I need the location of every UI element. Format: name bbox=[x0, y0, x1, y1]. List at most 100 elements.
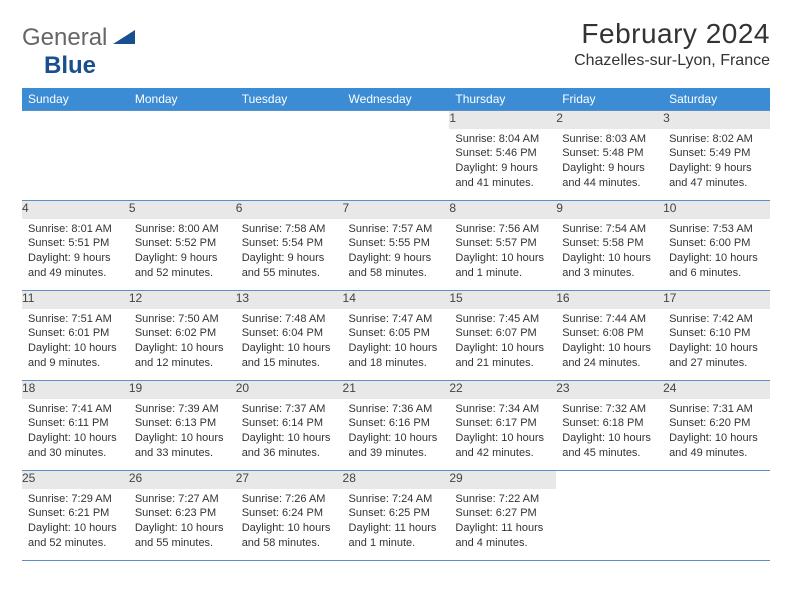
daylight-label: Daylight: bbox=[349, 432, 395, 444]
daynum-28: 28 bbox=[343, 471, 450, 489]
daynum-6: 6 bbox=[236, 201, 343, 219]
sunrise-label: Sunrise: bbox=[242, 223, 285, 235]
sunset-value: 5:57 PM bbox=[496, 237, 537, 249]
daylight-label: Daylight: bbox=[28, 522, 74, 534]
sunrise-value: 7:47 AM bbox=[392, 313, 432, 325]
sunset-value: 5:49 PM bbox=[709, 147, 750, 159]
day-24-details: Sunrise: 7:31 AMSunset: 6:20 PMDaylight:… bbox=[663, 399, 770, 467]
logo-triangle-icon bbox=[113, 28, 135, 49]
day-cell-23: Sunrise: 7:32 AMSunset: 6:18 PMDaylight:… bbox=[556, 399, 663, 471]
daynum-14: 14 bbox=[343, 291, 450, 309]
sunrise-label: Sunrise: bbox=[28, 493, 71, 505]
sunset-label: Sunset: bbox=[562, 327, 602, 339]
day-cell-25: Sunrise: 7:29 AMSunset: 6:21 PM Daylight:… bbox=[22, 489, 129, 561]
daynum-20: 20 bbox=[236, 381, 343, 399]
sunset-value: 5:54 PM bbox=[282, 237, 323, 249]
daynum-3: 3 bbox=[663, 111, 770, 129]
sunrise-label: Sunrise: bbox=[455, 403, 498, 415]
sunrise-value: 7:56 AM bbox=[499, 223, 539, 235]
day-20-details: Sunrise: 7:37 AMSunset: 6:14 PMDaylight:… bbox=[236, 399, 343, 467]
daynum-empty bbox=[22, 111, 129, 129]
logo: General bbox=[22, 18, 137, 52]
sunset-value: 6:14 PM bbox=[282, 417, 323, 429]
sunset-value: 6:04 PM bbox=[282, 327, 323, 339]
daylight-label: Daylight: bbox=[349, 252, 395, 264]
daylight-label: Daylight: bbox=[455, 342, 501, 354]
day-cell-27: Sunrise: 7:26 AMSunset: 6:24 PMDaylight:… bbox=[236, 489, 343, 561]
day-6-details: Sunrise: 7:58 AMSunset: 5:54 PMDaylight:… bbox=[236, 219, 343, 287]
sunset-value: 6:21 PM bbox=[68, 507, 109, 519]
daynum-empty bbox=[343, 111, 450, 129]
sunset-label: Sunset: bbox=[135, 417, 175, 429]
sunrise-label: Sunrise: bbox=[242, 403, 285, 415]
sunrise-value: 8:03 AM bbox=[606, 133, 646, 145]
calendar-table: SundayMondayTuesdayWednesdayThursdayFrid… bbox=[22, 88, 770, 561]
week-2-body-row: Sunrise: 8:01 AMSunset: 5:51 PMDaylight:… bbox=[22, 219, 770, 291]
week-4-daynum-row: 18192021222324 bbox=[22, 381, 770, 399]
daynum-7: 7 bbox=[343, 201, 450, 219]
sunrise-label: Sunrise: bbox=[349, 313, 392, 325]
sunrise-label: Sunrise: bbox=[135, 223, 178, 235]
logo-text-blue: Blue bbox=[44, 52, 96, 79]
sunrise-value: 7:27 AM bbox=[178, 493, 218, 505]
daynum-1: 1 bbox=[449, 111, 556, 129]
sunset-label: Sunset: bbox=[455, 237, 495, 249]
day-13-details: Sunrise: 7:48 AMSunset: 6:04 PMDaylight:… bbox=[236, 309, 343, 377]
day-cell-7: Sunrise: 7:57 AMSunset: 5:55 PMDaylight:… bbox=[343, 219, 450, 291]
week-1-body-row: Sunrise: 8:04 AMSunset: 5:46 PMDaylight:… bbox=[22, 129, 770, 201]
logo-text-general: General bbox=[22, 24, 107, 52]
sunset-label: Sunset: bbox=[562, 147, 602, 159]
sunset-label: Sunset: bbox=[135, 507, 175, 519]
sunset-label: Sunset: bbox=[242, 237, 282, 249]
day-22-details: Sunrise: 7:34 AMSunset: 6:17 PMDaylight:… bbox=[449, 399, 556, 467]
sunrise-value: 7:41 AM bbox=[71, 403, 111, 415]
day-cell-24: Sunrise: 7:31 AMSunset: 6:20 PMDaylight:… bbox=[663, 399, 770, 471]
sunrise-label: Sunrise: bbox=[242, 493, 285, 505]
sunset-value: 6:13 PM bbox=[175, 417, 216, 429]
sunset-label: Sunset: bbox=[28, 507, 68, 519]
day-cell-empty bbox=[663, 489, 770, 561]
sunset-label: Sunset: bbox=[669, 237, 709, 249]
sunrise-label: Sunrise: bbox=[562, 133, 605, 145]
daynum-16: 16 bbox=[556, 291, 663, 309]
sunrise-label: Sunrise: bbox=[562, 223, 605, 235]
day-11-details: Sunrise: 7:51 AMSunset: 6:01 PMDaylight:… bbox=[22, 309, 129, 377]
week-4-body-row: Sunrise: 7:41 AMSunset: 6:11 PMDaylight:… bbox=[22, 399, 770, 471]
sunrise-value: 8:04 AM bbox=[499, 133, 539, 145]
daylight-label: Daylight: bbox=[669, 342, 715, 354]
weekday-saturday: Saturday bbox=[663, 88, 770, 111]
sunrise-label: Sunrise: bbox=[455, 133, 498, 145]
day-cell-12: Sunrise: 7:50 AMSunset: 6:02 PMDaylight:… bbox=[129, 309, 236, 381]
daylight-label: Daylight: bbox=[28, 252, 74, 264]
sunrise-value: 7:57 AM bbox=[392, 223, 432, 235]
day-16-details: Sunrise: 7:44 AMSunset: 6:08 PMDaylight:… bbox=[556, 309, 663, 377]
sunset-value: 6:18 PM bbox=[603, 417, 644, 429]
sunset-value: 6:10 PM bbox=[709, 327, 750, 339]
daynum-26: 26 bbox=[129, 471, 236, 489]
daylight-label: Daylight: bbox=[669, 432, 715, 444]
sunrise-value: 7:48 AM bbox=[285, 313, 325, 325]
daylight-label: Daylight: bbox=[455, 522, 501, 534]
sunrise-value: 7:29 AM bbox=[71, 493, 111, 505]
day-1-details: Sunrise: 8:04 AMSunset: 5:46 PMDaylight:… bbox=[449, 129, 556, 197]
sunset-value: 6:23 PM bbox=[175, 507, 216, 519]
week-5-daynum-row: 2526272829 bbox=[22, 471, 770, 489]
daylight-label: Daylight: bbox=[135, 252, 181, 264]
sunrise-value: 7:51 AM bbox=[71, 313, 111, 325]
daylight-label: Daylight: bbox=[562, 162, 608, 174]
daylight-label: Daylight: bbox=[28, 342, 74, 354]
sunrise-value: 7:42 AM bbox=[712, 313, 752, 325]
sunset-value: 6:02 PM bbox=[175, 327, 216, 339]
sunrise-value: 7:58 AM bbox=[285, 223, 325, 235]
daynum-11: 11 bbox=[22, 291, 129, 309]
sunrise-value: 8:02 AM bbox=[712, 133, 752, 145]
sunrise-value: 7:26 AM bbox=[285, 493, 325, 505]
day-cell-28: Sunrise: 7:24 AMSunset: 6:25 PMDaylight:… bbox=[343, 489, 450, 561]
day-cell-15: Sunrise: 7:45 AMSunset: 6:07 PMDaylight:… bbox=[449, 309, 556, 381]
sunrise-label: Sunrise: bbox=[669, 223, 712, 235]
daylight-label: Daylight: bbox=[562, 252, 608, 264]
sunset-value: 6:16 PM bbox=[389, 417, 430, 429]
day-cell-13: Sunrise: 7:48 AMSunset: 6:04 PMDaylight:… bbox=[236, 309, 343, 381]
sunset-value: 6:08 PM bbox=[603, 327, 644, 339]
sunrise-value: 7:54 AM bbox=[606, 223, 646, 235]
